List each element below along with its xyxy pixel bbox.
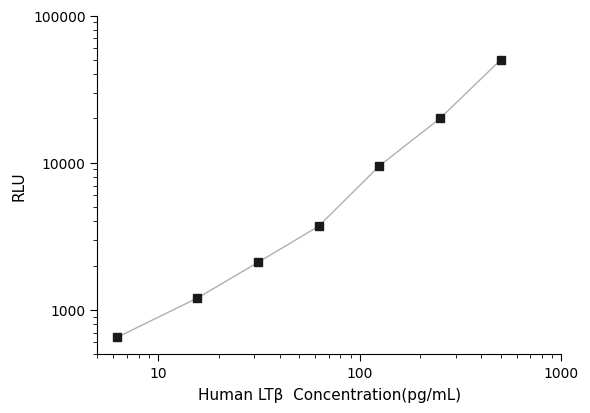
Y-axis label: RLU: RLU xyxy=(11,171,26,200)
X-axis label: Human LTβ  Concentration(pg/mL): Human LTβ Concentration(pg/mL) xyxy=(198,387,461,402)
